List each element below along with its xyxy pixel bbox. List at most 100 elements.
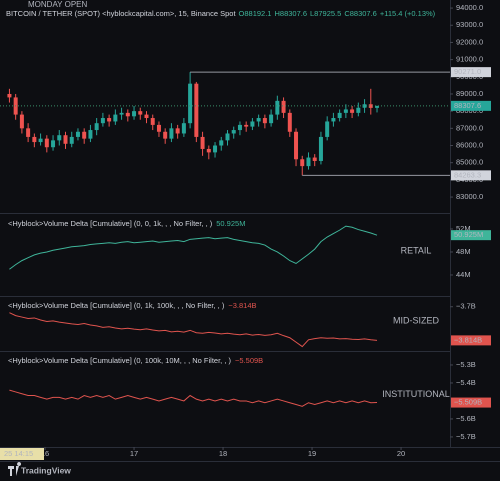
candle-body — [325, 121, 330, 137]
candle-body — [38, 138, 43, 143]
indicator-value: −5.509B — [235, 356, 263, 365]
indicator-header: <Hyblock>Volume Delta [Cumulative] (0, 1… — [8, 356, 263, 365]
indicator-header: <Hyblock>Volume Delta [Cumulative] (0, 0… — [8, 219, 245, 228]
candle-body — [7, 93, 12, 98]
y-tick-label: −5.7B — [456, 432, 476, 441]
series-line — [9, 225, 378, 270]
crosshair-box — [0, 448, 44, 460]
series-name: INSTITUTIONAL — [382, 389, 450, 399]
price-label-box — [451, 100, 491, 111]
last-value-label: −5.509B — [454, 398, 482, 407]
candle-body — [269, 114, 274, 124]
x-tick-label: 17 — [130, 449, 138, 458]
last-value-box — [451, 335, 491, 346]
ohlc-label: O88192.1 — [239, 9, 272, 18]
indicator-title: <Hyblock>Volume Delta [Cumulative] (0, 1… — [8, 301, 225, 310]
candle-body — [219, 140, 224, 146]
y-tick-label: −5.4B — [456, 378, 476, 387]
candle-body — [44, 138, 49, 148]
y-tick-label: 89000.0 — [456, 89, 483, 98]
candle-body — [163, 131, 168, 139]
candle-body — [100, 118, 105, 124]
candle-body — [125, 112, 130, 117]
candle-body — [337, 112, 342, 119]
x-tick-label: 18 — [219, 449, 227, 458]
candle-body — [32, 136, 37, 143]
y-tick-label: 85000.0 — [456, 158, 483, 167]
y-tick-label: 93000.0 — [456, 20, 483, 29]
candle-body — [256, 118, 261, 122]
x-tick-label: 16 — [41, 449, 49, 458]
candle-body — [119, 112, 124, 115]
candle-body — [362, 104, 367, 108]
last-value-box — [451, 230, 491, 241]
candle-body — [306, 157, 311, 167]
ohlc-label: H88307.6 — [274, 9, 307, 18]
candle-body — [343, 109, 348, 113]
candle-body — [350, 109, 355, 113]
candle-body — [213, 145, 218, 153]
candle-body — [275, 100, 280, 115]
y-tick-label: −5.6B — [456, 414, 476, 423]
series-line — [9, 312, 378, 348]
candle-body — [138, 111, 143, 115]
candle-body — [57, 135, 62, 141]
y-tick-label: 52M — [456, 224, 471, 233]
candle-body — [181, 123, 186, 134]
candle-body — [300, 159, 305, 167]
candle-body — [206, 148, 211, 153]
candle-body — [19, 114, 24, 129]
candle-body — [281, 100, 286, 113]
footer-text: TradingView — [21, 465, 71, 475]
price-label-box — [451, 170, 491, 181]
candle-body — [26, 128, 31, 137]
y-tick-label: 48M — [456, 247, 471, 256]
candle-body — [51, 140, 56, 148]
last-value-box — [451, 397, 491, 408]
candle-body — [375, 105, 380, 108]
series-line — [9, 389, 378, 407]
candle-body — [94, 123, 99, 131]
candle-body — [318, 136, 323, 161]
series-name: MID-SIZED — [393, 316, 439, 326]
candle-body — [169, 128, 174, 139]
candle-body — [188, 83, 193, 124]
candle-body — [175, 128, 180, 134]
candle-body — [156, 124, 161, 132]
candle-body — [82, 131, 87, 139]
change-label: +115.4 (+0.13%) — [380, 9, 436, 18]
candle-body — [144, 114, 149, 119]
candle-body — [331, 118, 336, 122]
candle-body — [368, 104, 373, 108]
candle-body — [75, 131, 80, 137]
indicator-value: 50.925M — [216, 219, 245, 228]
y-tick-label: 94000.0 — [456, 3, 483, 12]
candle-body — [113, 114, 118, 122]
y-tick-label: −5.3B — [456, 360, 476, 369]
candle-body — [287, 112, 292, 132]
candle-body — [194, 83, 199, 137]
candle-body — [107, 118, 112, 122]
candle-body — [231, 130, 236, 134]
annotation: MONDAY OPEN — [28, 0, 87, 9]
candle-body — [262, 118, 267, 124]
series-name: RETAIL — [401, 245, 432, 255]
candle-body — [88, 130, 93, 139]
ohlc-label: L87925.5 — [310, 9, 341, 18]
candle-body — [225, 133, 230, 141]
y-tick-label: 91000.0 — [456, 55, 483, 64]
footer-logo — [8, 462, 22, 476]
candle-body — [200, 136, 205, 149]
x-tick-label: 20 — [397, 449, 405, 458]
y-tick-label: 44M — [456, 270, 471, 279]
chart-header: BITCOIN / TETHER (SPOT) <hyblockcapital.… — [6, 9, 436, 18]
indicator-title: <Hyblock>Volume Delta [Cumulative] (0, 1… — [8, 356, 232, 365]
candle-body — [250, 121, 255, 127]
price-label: 84263.3 — [454, 170, 481, 179]
crosshair-label: 25 14:15 — [4, 449, 33, 458]
price-label: 90271.0 — [454, 67, 481, 76]
candle-body — [312, 157, 317, 161]
y-tick-label: −3.7B — [456, 302, 476, 311]
